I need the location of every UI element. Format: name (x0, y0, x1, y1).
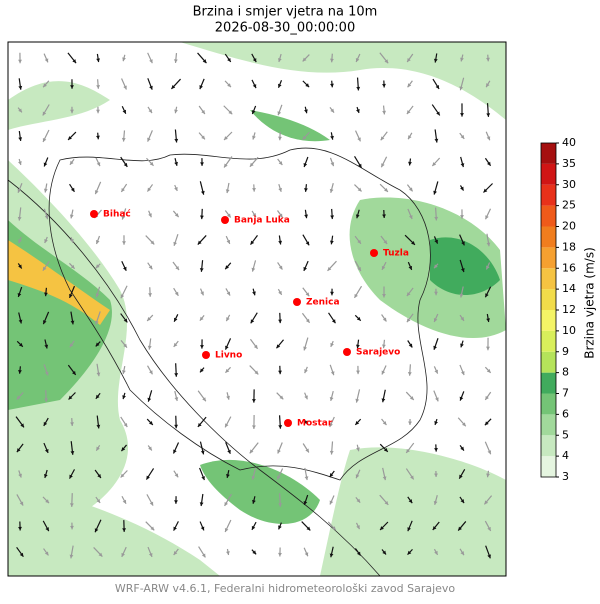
colorbar-segment (541, 206, 556, 227)
city-label: Mostar (297, 419, 333, 429)
colorbar-tick-label: 7 (562, 387, 569, 400)
colorbar-tick-label: 10 (562, 324, 576, 337)
colorbar-tick-label: 8 (562, 366, 569, 379)
city-label: Sarajevo (356, 348, 400, 358)
colorbar-tick-label: 3 (562, 470, 569, 483)
colorbar-tick-label: 16 (562, 261, 576, 274)
colorbar-segment (541, 414, 556, 435)
colorbar-segment (541, 227, 556, 248)
subtitle: 2026-08-30_00:00:00 (215, 21, 355, 36)
footer: WRF-ARW v4.6.1, Federalni hidrometeorolo… (115, 582, 456, 595)
colorbar-segment (541, 164, 556, 185)
colorbar-tick-label: 14 (562, 282, 576, 295)
colorbar-segment (541, 352, 556, 373)
title: Brzina i smjer vjetra na 10m (193, 5, 378, 20)
map-area: Bihać Banja Luka Tuzla Zenica Livno Sarajevo M… (8, 42, 506, 576)
colorbar-segment (541, 143, 556, 164)
city-marker (221, 216, 229, 224)
colorbar-segment (541, 289, 556, 310)
colorbar-tick-label: 4 (562, 449, 569, 462)
colorbar-segment (541, 268, 556, 289)
colorbar: 3 4 5 6 7 8 9 10 12 14 16 18 20 25 30 35 40 (541, 136, 576, 483)
colorbar-segment (541, 247, 556, 268)
city-marker (202, 351, 210, 359)
city-marker (284, 419, 292, 427)
city-marker (90, 210, 98, 218)
colorbar-label: Brzina vjetra (m/s) (583, 247, 597, 359)
colorbar-tick-label: 40 (562, 136, 576, 149)
city-label: Bihać (103, 209, 131, 220)
colorbar-segment (541, 435, 556, 456)
colorbar-segment (541, 185, 556, 206)
colorbar-tick-label: 20 (562, 220, 576, 233)
city-label: Zenica (306, 298, 340, 308)
colorbar-tick-label: 12 (562, 303, 576, 316)
colorbar-tick-label: 35 (562, 157, 576, 170)
colorbar-segment (541, 373, 556, 394)
colorbar-tick-label: 9 (562, 345, 569, 358)
colorbar-segment (541, 394, 556, 415)
colorbar-tick-label: 25 (562, 199, 576, 212)
city-marker (343, 348, 351, 356)
colorbar-tick-label: 6 (562, 407, 569, 420)
colorbar-tick-label: 18 (562, 240, 576, 253)
colorbar-segment (541, 331, 556, 352)
colorbar-segment (541, 310, 556, 331)
city-label: Banja Luka (234, 216, 290, 226)
city-label: Livno (215, 351, 242, 361)
colorbar-tick-label: 30 (562, 178, 576, 191)
city-label: Tuzla (383, 249, 409, 259)
colorbar-tick-label: 5 (562, 428, 569, 441)
colorbar-segment (541, 456, 556, 477)
city-marker (293, 298, 301, 306)
city-marker (370, 249, 378, 257)
